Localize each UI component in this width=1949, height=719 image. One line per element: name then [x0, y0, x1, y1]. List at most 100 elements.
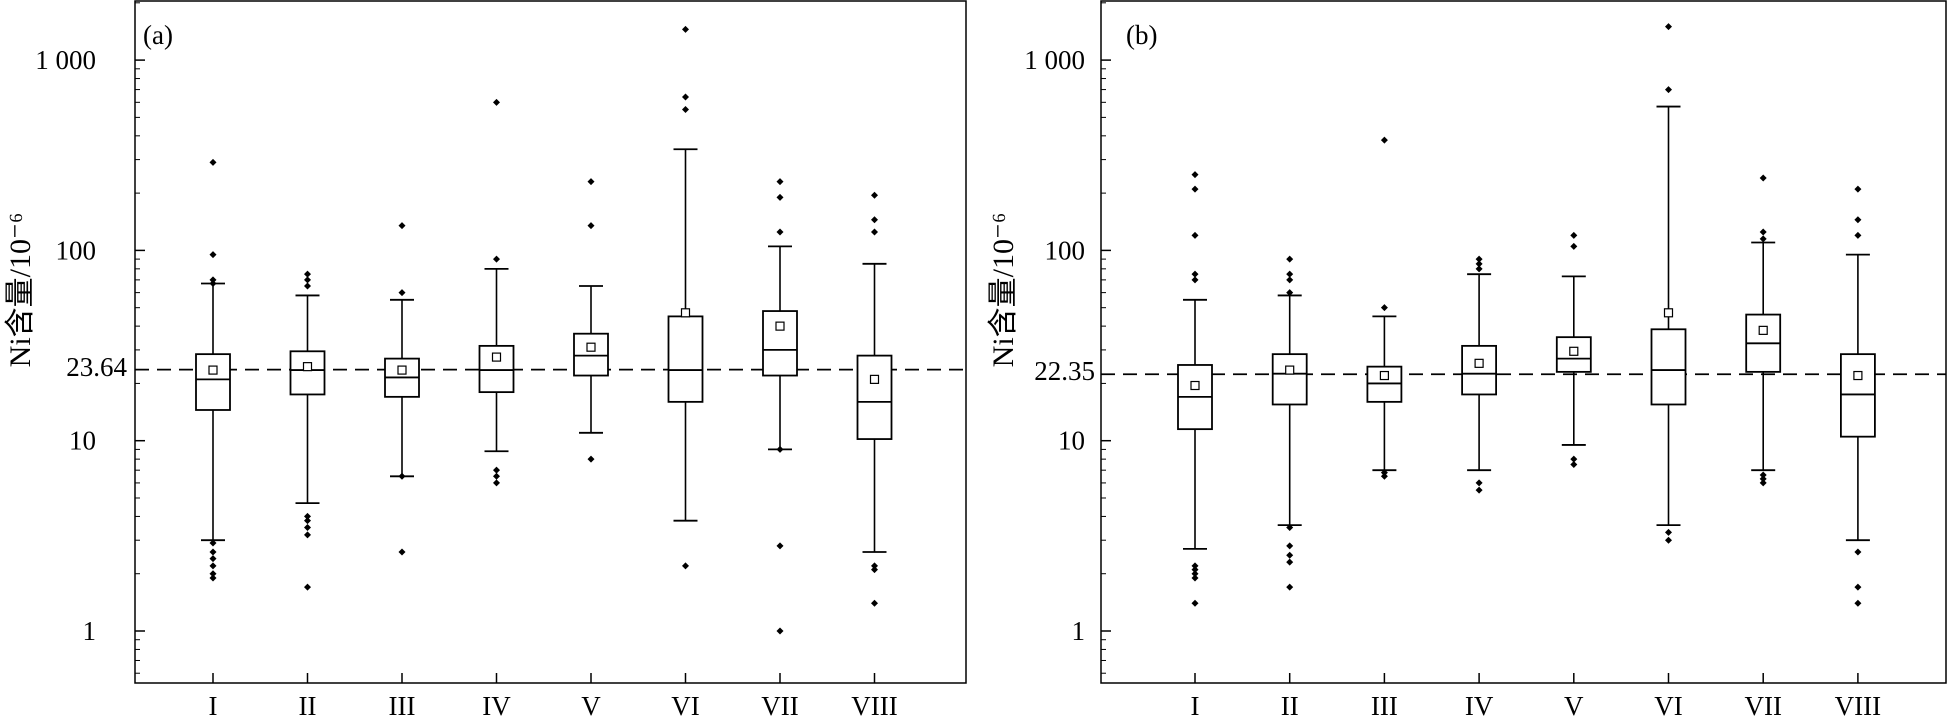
outlier-point	[304, 276, 311, 284]
y-tick-label: 1	[83, 616, 97, 646]
x-axis-ticks: I II III IV V VI VII VIII	[209, 673, 898, 719]
outlier-point	[871, 599, 878, 607]
box-5	[1555, 231, 1592, 468]
outlier-point	[871, 216, 878, 224]
mean-marker	[1379, 370, 1390, 381]
mean-marker	[208, 365, 218, 375]
outlier-point	[398, 289, 406, 297]
outlier-point	[1570, 231, 1578, 239]
outlier-point	[209, 555, 217, 563]
outlier-point	[871, 566, 878, 574]
mean-marker	[680, 308, 691, 318]
outlier-point	[1475, 255, 1483, 263]
iqr-box	[1461, 344, 1497, 396]
y-axis-title: Ni含量/10⁻⁶	[987, 213, 1020, 368]
outlier-point	[493, 98, 500, 106]
outlier-point	[1759, 174, 1767, 182]
outlier-point	[1286, 255, 1294, 263]
box-8	[1840, 185, 1876, 607]
reference-line-label: 22.35	[1034, 356, 1095, 386]
x-tick-label: VII	[761, 691, 798, 719]
outlier-point	[493, 479, 500, 487]
outlier-point	[776, 445, 784, 453]
outlier-point	[1854, 583, 1862, 591]
mean-marker	[586, 342, 596, 352]
outlier-point	[209, 279, 217, 287]
x-tick-label: II	[1281, 691, 1299, 719]
outlier-point	[1570, 460, 1578, 468]
outlier-point	[1665, 23, 1672, 31]
outlier-point	[1665, 536, 1672, 544]
outlier-point	[398, 548, 406, 556]
x-tick-label: III	[389, 691, 416, 719]
outlier-point	[1191, 570, 1199, 578]
x-tick-label: V	[581, 691, 601, 719]
outlier-point	[776, 627, 784, 635]
outlier-point	[493, 472, 500, 480]
outlier-point	[398, 222, 406, 230]
iqr-box	[856, 354, 893, 440]
mean-marker	[302, 362, 313, 372]
y-tick-label: 100	[56, 235, 97, 265]
outlier-point	[776, 193, 784, 201]
outlier-point	[1191, 276, 1199, 284]
iqr-box	[573, 332, 609, 377]
x-tick-label: VIII	[851, 691, 897, 719]
box-8	[856, 191, 893, 607]
panel-label: (b)	[1126, 20, 1157, 50]
x-tick-label: I	[209, 691, 218, 719]
outlier-point	[871, 191, 878, 199]
iqr-box	[1650, 328, 1687, 406]
outlier-point	[493, 466, 500, 474]
outlier-point	[1380, 472, 1388, 480]
outlier-point	[209, 251, 217, 259]
outlier-point	[1286, 558, 1294, 566]
iqr-box	[667, 315, 704, 403]
outlier-point	[209, 548, 217, 556]
x-tick-label: IV	[1465, 691, 1494, 719]
mean-marker	[1474, 358, 1484, 368]
outlier-point	[493, 255, 500, 263]
outlier-point	[1854, 185, 1862, 193]
outlier-point	[1759, 475, 1767, 483]
box-7	[1745, 174, 1782, 487]
box-1	[195, 158, 231, 582]
x-tick-label: VIII	[1835, 691, 1881, 719]
mean-marker	[1853, 370, 1863, 381]
y-axis-title: Ni含量/10⁻⁶	[4, 213, 37, 368]
box-4	[1461, 255, 1497, 494]
outlier-point	[1475, 265, 1483, 273]
outlier-point	[1475, 479, 1483, 487]
outlier-point	[1570, 242, 1578, 250]
outlier-point	[1191, 270, 1199, 278]
box-7	[762, 178, 798, 635]
y-tick-label: 10	[1058, 426, 1085, 456]
outlier-point	[1854, 599, 1862, 607]
y-tick-label: 1	[1072, 616, 1086, 646]
outlier-point	[1286, 270, 1294, 278]
mean-marker	[1663, 308, 1674, 318]
outlier-point	[587, 222, 595, 230]
box-3	[384, 222, 420, 556]
mean-marker	[1285, 365, 1295, 375]
mean-marker	[1569, 346, 1579, 356]
iqr-box	[1840, 353, 1876, 438]
y-tick-label: 10	[69, 426, 96, 456]
outlier-point	[1286, 523, 1294, 531]
y-tick-label: 1 000	[35, 45, 96, 75]
outlier-point	[1286, 289, 1294, 297]
box-series	[1177, 23, 1876, 607]
x-tick-label: VI	[1654, 691, 1683, 719]
outlier-point	[209, 276, 217, 284]
box-4	[478, 98, 515, 487]
outlier-point	[1854, 231, 1862, 239]
outlier-point	[209, 158, 217, 166]
outlier-point	[398, 472, 406, 480]
mean-marker	[1190, 380, 1200, 391]
outlier-point	[304, 282, 311, 290]
outlier-point	[1380, 469, 1388, 477]
outlier-point	[1380, 136, 1388, 144]
outlier-point	[776, 178, 784, 186]
